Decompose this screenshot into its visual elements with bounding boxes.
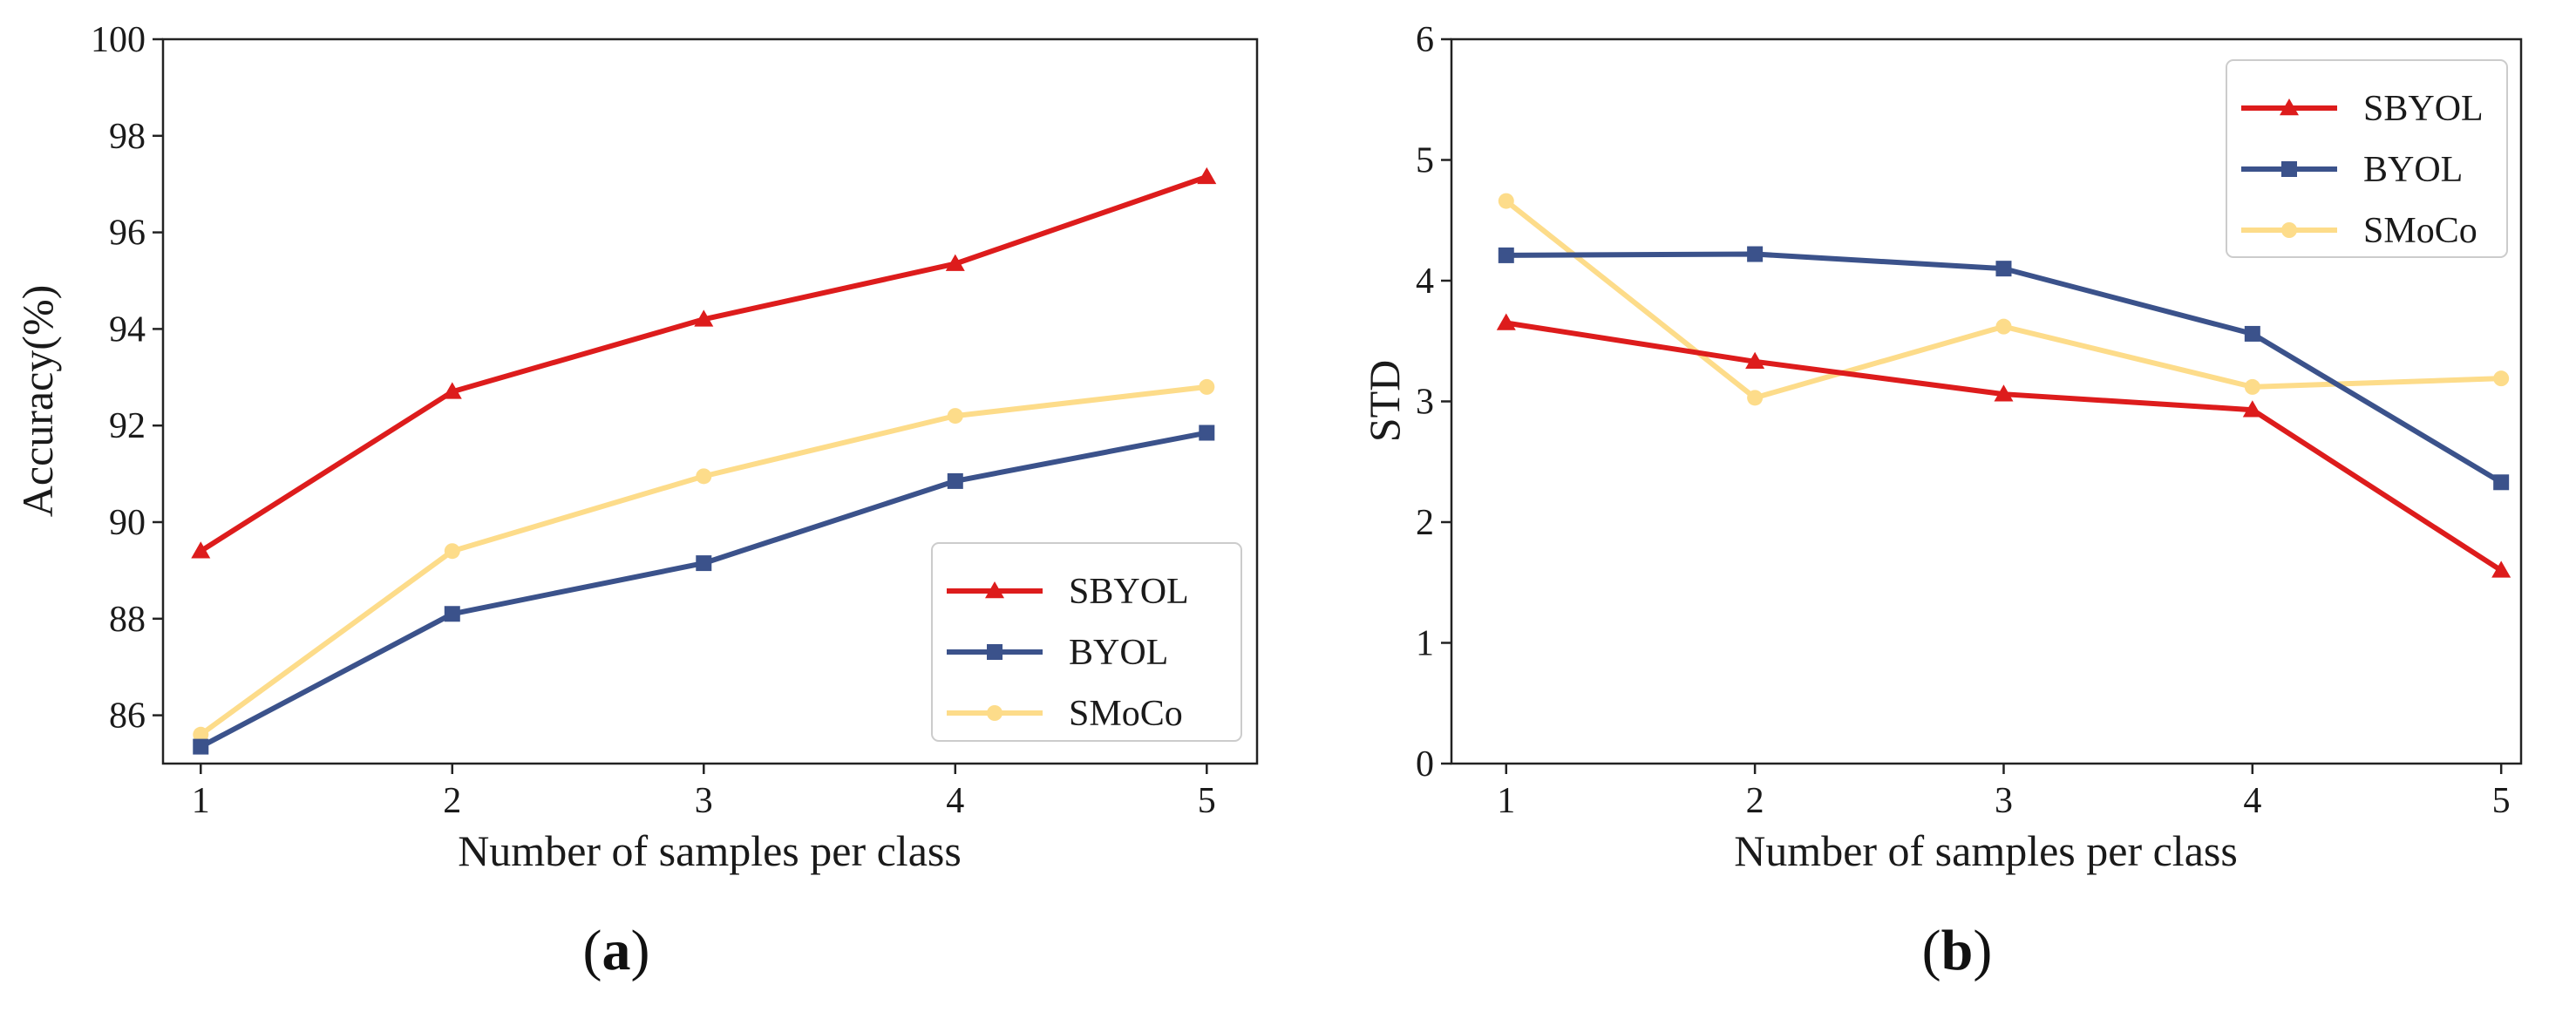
data-point-byol — [1498, 247, 1514, 263]
data-point-sbyol — [1197, 166, 1217, 185]
series-group-b — [1496, 193, 2511, 578]
legend-entry-smoco: SMoCo — [2241, 211, 2477, 251]
data-point-sbyol — [1496, 313, 1516, 330]
x-tick-label: 1 — [192, 781, 210, 821]
data-point-smoco — [2244, 378, 2260, 395]
data-point-smoco — [2493, 370, 2510, 387]
legend-label: SBYOL — [1069, 572, 1189, 612]
data-point-smoco — [1498, 193, 1514, 209]
series-sbyol — [191, 166, 1217, 559]
y-ticks-a: 86 88 90 92 94 96 98 100 — [91, 20, 163, 737]
legend-label: BYOL — [1069, 633, 1168, 673]
y-tick-label: 90 — [109, 503, 146, 543]
data-point-byol — [2244, 325, 2260, 342]
legend-entry-sbyol: SBYOL — [2241, 89, 2484, 129]
series-line-sbyol — [1505, 320, 2503, 573]
legend-label: SMoCo — [1069, 694, 1183, 734]
y-tick-label: 4 — [1416, 261, 1434, 302]
legend-b: SBYOL BYOL SMoCo — [2226, 59, 2508, 258]
legend-marker — [987, 644, 1003, 660]
chart-panel-a: 86 88 90 92 94 96 98 100 1 2 3 4 5 SBYOL BYOL SMoCo N… — [13, 20, 1259, 982]
legend-marker — [2281, 161, 2297, 177]
legend-a: SBYOL BYOL SMoCo — [931, 542, 1242, 742]
legend-entry-smoco: SMoCo — [947, 694, 1183, 734]
y-tick-label: 86 — [109, 696, 146, 737]
x-tick-label: 3 — [1995, 781, 2013, 821]
y-tick-label: 0 — [1416, 744, 1434, 784]
data-point-byol — [696, 555, 712, 572]
y-tick-label: 3 — [1416, 383, 1434, 423]
legend-entry-byol: BYOL — [947, 633, 1168, 673]
legend-marker — [2281, 222, 2297, 238]
x-tick-label: 4 — [2243, 781, 2261, 821]
y-axis-title-b: STD — [1360, 360, 1409, 442]
y-tick-label: 88 — [109, 600, 146, 640]
data-point-sbyol — [2242, 400, 2262, 418]
data-point-sbyol — [191, 541, 211, 559]
data-point-sbyol — [1745, 351, 1765, 370]
data-point-byol — [2493, 474, 2510, 491]
y-tick-label: 6 — [1416, 20, 1434, 60]
data-point-smoco — [1199, 378, 1215, 395]
legend-label: SBYOL — [2363, 89, 2484, 129]
data-point-sbyol — [694, 309, 714, 327]
panel-label-b: (b) — [1922, 919, 1993, 982]
legend-label: BYOL — [2363, 150, 2463, 190]
series-group-a — [191, 166, 1217, 755]
x-tick-label: 2 — [1746, 781, 1764, 821]
series-line-byol — [1505, 251, 2503, 485]
series-byol — [1498, 246, 2510, 491]
x-ticks-a: 1 2 3 4 5 — [192, 764, 1216, 821]
data-point-smoco — [444, 543, 460, 560]
x-tick-label: 1 — [1497, 781, 1515, 821]
legend-marker — [987, 705, 1003, 721]
data-point-smoco — [696, 468, 712, 485]
series-sbyol — [1496, 313, 2511, 578]
legend-label: SMoCo — [2363, 211, 2477, 251]
y-tick-label: 5 — [1416, 141, 1434, 181]
panel-label-a: (a) — [583, 919, 650, 982]
x-tick-label: 5 — [1198, 781, 1216, 821]
x-axis-title-a: Number of samples per class — [458, 826, 962, 875]
y-tick-label: 92 — [109, 406, 146, 446]
x-tick-label: 2 — [443, 781, 461, 821]
x-ticks-b: 1 2 3 4 5 — [1497, 764, 2511, 821]
data-point-smoco — [1995, 318, 2012, 335]
y-tick-label: 100 — [91, 20, 146, 60]
data-point-sbyol — [945, 254, 965, 271]
chart-panel-b: 0 1 2 3 4 5 6 1 2 3 4 5 SBYOL BYOL SMoCo Number of s… — [1360, 20, 2523, 982]
y-axis-title-a: Accuracy(%) — [13, 285, 62, 517]
data-point-sbyol — [1994, 384, 2014, 402]
data-point-byol — [947, 472, 963, 489]
series-byol — [193, 424, 1215, 755]
series-smoco — [193, 378, 1215, 743]
y-ticks-b: 0 1 2 3 4 5 6 — [1416, 20, 1451, 784]
data-point-byol — [1995, 261, 2012, 277]
data-point-smoco — [947, 408, 963, 424]
data-point-sbyol — [442, 382, 462, 399]
legend-marker — [2280, 98, 2299, 116]
y-tick-label: 94 — [109, 309, 146, 350]
y-tick-label: 96 — [109, 214, 146, 254]
data-point-smoco — [193, 726, 209, 743]
legend-entry-byol: BYOL — [2241, 150, 2463, 190]
legend-marker — [985, 581, 1004, 599]
y-tick-label: 2 — [1416, 503, 1434, 543]
x-tick-label: 5 — [2492, 781, 2511, 821]
series-line-sbyol — [199, 174, 1208, 554]
y-tick-label: 98 — [109, 117, 146, 157]
y-tick-label: 1 — [1416, 624, 1434, 664]
data-point-sbyol — [2491, 560, 2511, 578]
data-point-byol — [1747, 246, 1764, 262]
data-point-byol — [444, 606, 460, 622]
data-point-byol — [1199, 424, 1215, 441]
plot-frame-a — [161, 37, 1259, 765]
x-axis-title-b: Number of samples per class — [1734, 826, 2238, 875]
legend-entry-sbyol: SBYOL — [947, 572, 1189, 612]
data-point-byol — [193, 738, 209, 755]
x-tick-label: 4 — [946, 781, 964, 821]
x-tick-label: 3 — [695, 781, 713, 821]
data-point-smoco — [1747, 390, 1764, 406]
